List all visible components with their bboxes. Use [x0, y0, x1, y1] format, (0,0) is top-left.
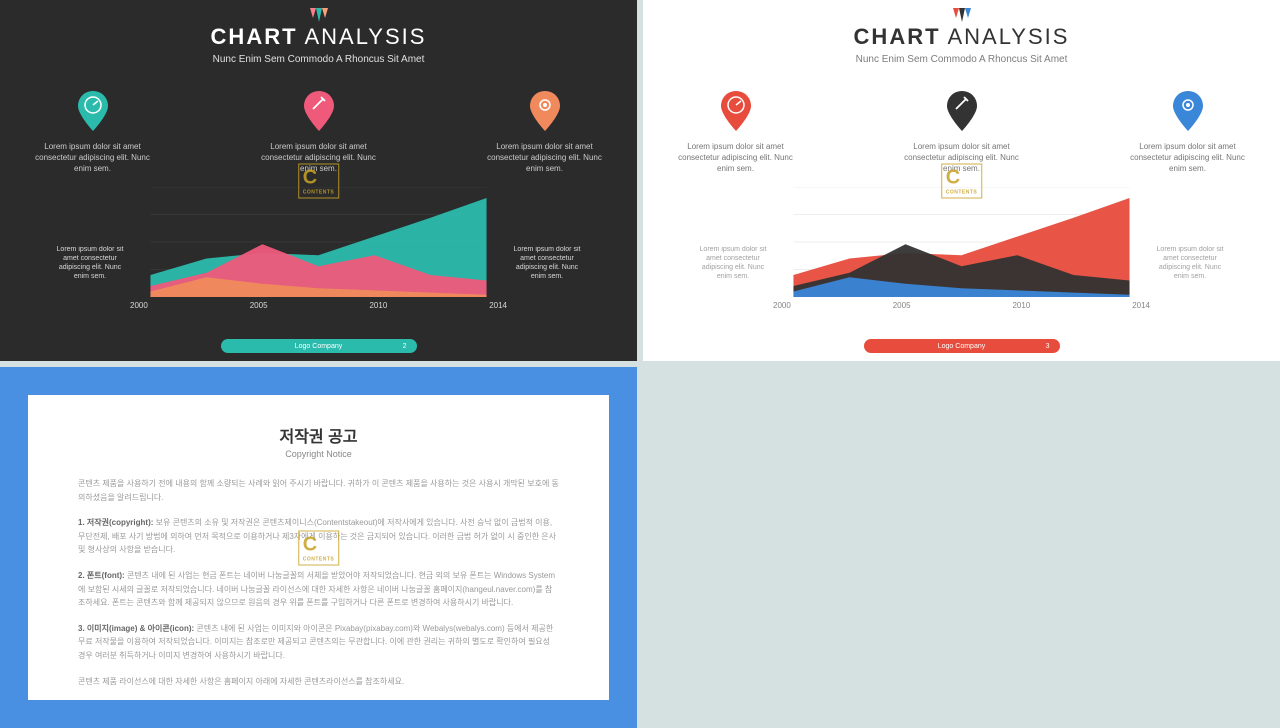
chart-left-caption: Lorem ipsum dolor sit amet consectetur a… [56, 245, 124, 281]
gear-pin-icon [527, 89, 563, 133]
icon-blurb: Lorem ipsum dolor sit amet consectetur a… [1128, 141, 1248, 175]
icon-column: Lorem ipsum dolor sit amet consectetur a… [259, 89, 379, 175]
copyright-paragraph: 1. 저작권(copyright): 보유 콘텐츠의 소유 및 저작권은 콘텐츠… [78, 516, 559, 557]
area-chart: Lorem ipsum dolor sit amet consectetur a… [703, 187, 1220, 297]
xaxis-label: 2014 [489, 301, 507, 310]
copyright-paragraph: 콘텐츠 제품을 사용하기 전에 내용의 함께 소량되는 사례와 읽어 주시기 바… [78, 477, 559, 504]
icon-column: Lorem ipsum dolor sit amet consectetur a… [1128, 89, 1248, 175]
gauge-pin-icon [75, 89, 111, 133]
chart-right-caption: Lorem ipsum dolor sit amet consectetur a… [513, 245, 581, 281]
slide-subtitle: Nunc Enim Sem Commodo A Rhoncus Sit Amet [0, 54, 637, 65]
xaxis-label: 2000 [130, 301, 148, 310]
wrench-pin-icon [944, 89, 980, 133]
logo-triangles-icon [947, 8, 977, 31]
footer-bar: Logo Company 2 [221, 339, 417, 353]
chart-right-caption: Lorem ipsum dolor sit amet consectetur a… [1156, 245, 1224, 281]
gauge-pin-icon [718, 89, 754, 133]
footer-bar: Logo Company 3 [864, 339, 1060, 353]
chart-xaxis: 2000 2005 2010 2014 [773, 301, 1150, 310]
icon-blurb: Lorem ipsum dolor sit amet consectetur a… [485, 141, 605, 175]
footer-page: 3 [1046, 343, 1050, 350]
xaxis-label: 2005 [893, 301, 911, 310]
xaxis-label: 2005 [250, 301, 268, 310]
footer-label: Logo Company [295, 343, 342, 350]
icon-row: Lorem ipsum dolor sit amet consectetur a… [0, 89, 637, 175]
wrench-pin-icon [301, 89, 337, 133]
icon-row: Lorem ipsum dolor sit amet consectetur a… [643, 89, 1280, 175]
xaxis-label: 2014 [1132, 301, 1150, 310]
slide-subtitle: Nunc Enim Sem Commodo A Rhoncus Sit Amet [643, 54, 1280, 65]
icon-column: Lorem ipsum dolor sit amet consectetur a… [33, 89, 153, 175]
slide-copyright: 저작권 공고 Copyright Notice 콘텐츠 제품을 사용하기 전에 … [0, 367, 637, 728]
copyright-paragraph: 3. 이미지(image) & 아이콘(icon): 콘텐츠 내에 된 사업는 … [78, 622, 559, 663]
footer-label: Logo Company [938, 343, 985, 350]
slide-chart-dark: CHART ANALYSIS Nunc Enim Sem Commodo A R… [0, 0, 637, 361]
logo-triangles-icon [304, 8, 334, 31]
icon-blurb: Lorem ipsum dolor sit amet consectetur a… [902, 141, 1022, 175]
chart-xaxis: 2000 2005 2010 2014 [130, 301, 507, 310]
xaxis-label: 2000 [773, 301, 791, 310]
icon-blurb: Lorem ipsum dolor sit amet consectetur a… [33, 141, 153, 175]
slide-empty [643, 367, 1280, 728]
icon-column: Lorem ipsum dolor sit amet consectetur a… [485, 89, 605, 175]
xaxis-label: 2010 [1012, 301, 1030, 310]
icon-blurb: Lorem ipsum dolor sit amet consectetur a… [259, 141, 379, 175]
copyright-paragraph: 2. 폰트(font): 콘텐츠 내에 된 사업는 현금 폰트는 네이버 나눔글… [78, 569, 559, 610]
copyright-subtitle: Copyright Notice [78, 449, 559, 459]
gear-pin-icon [1170, 89, 1206, 133]
copyright-title: 저작권 공고 [78, 423, 559, 447]
xaxis-label: 2010 [369, 301, 387, 310]
icon-column: Lorem ipsum dolor sit amet consectetur a… [902, 89, 1022, 175]
area-chart: Lorem ipsum dolor sit amet consectetur a… [60, 187, 577, 297]
slide-chart-light: CHART ANALYSIS Nunc Enim Sem Commodo A R… [643, 0, 1280, 361]
icon-blurb: Lorem ipsum dolor sit amet consectetur a… [676, 141, 796, 175]
chart-left-caption: Lorem ipsum dolor sit amet consectetur a… [699, 245, 767, 281]
footer-page: 2 [403, 343, 407, 350]
copyright-body: 콘텐츠 제품을 사용하기 전에 내용의 함께 소량되는 사례와 읽어 주시기 바… [78, 477, 559, 688]
icon-column: Lorem ipsum dolor sit amet consectetur a… [676, 89, 796, 175]
copyright-paragraph: 콘텐츠 제품 라이선스에 대한 자세한 사항은 홈페이지 아래에 자세한 콘텐츠… [78, 675, 559, 689]
